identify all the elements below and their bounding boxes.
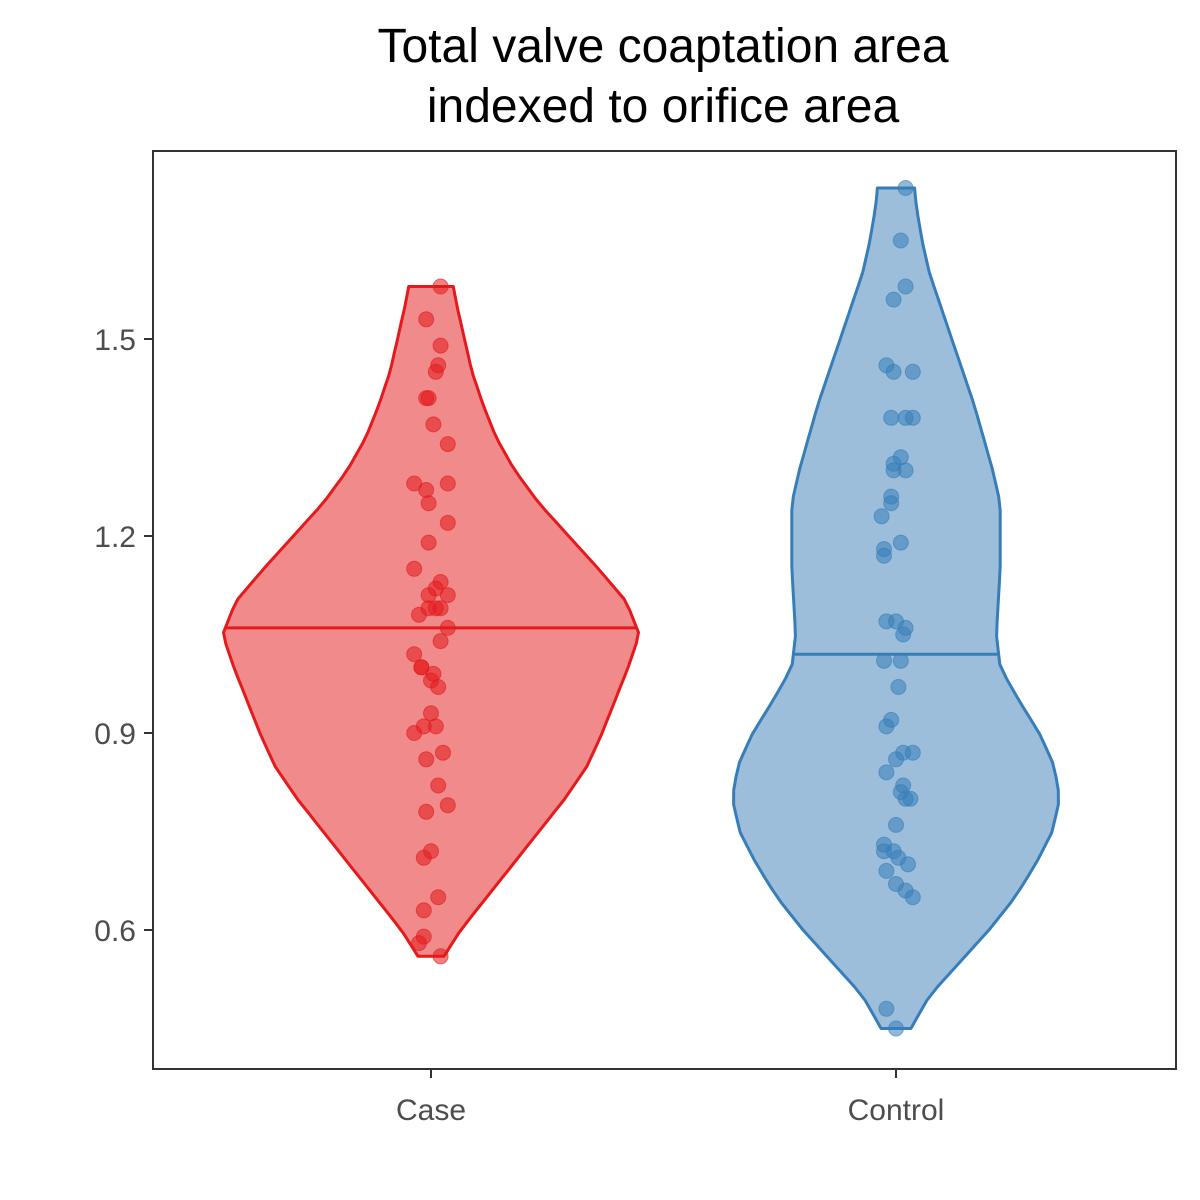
data-point-case <box>427 600 444 617</box>
chart-title: Total valve coaptation area indexed to o… <box>377 20 948 133</box>
data-point-control <box>904 409 921 426</box>
data-point-case <box>432 337 449 354</box>
y-tick-label: 1.5 <box>94 324 136 357</box>
data-point-control <box>878 718 895 735</box>
plot-panel-border <box>152 150 1177 1070</box>
data-point-case <box>415 849 432 866</box>
data-point-control <box>904 363 921 380</box>
y-tick-label: 0.9 <box>94 718 136 751</box>
data-point-case <box>411 935 427 952</box>
data-point-case <box>439 514 456 531</box>
chart-title-line-2: indexed to orifice area <box>427 80 900 133</box>
data-point-case <box>406 560 423 577</box>
jitter-points-layer <box>406 180 921 1037</box>
data-point-control <box>885 291 902 308</box>
data-point-control <box>883 409 900 426</box>
data-point-control <box>878 1000 895 1017</box>
data-point-control <box>888 816 904 833</box>
chart-title-line-1: Total valve coaptation area <box>377 20 948 73</box>
x-tick-label-control: Control <box>848 1094 945 1127</box>
data-point-control <box>897 790 914 807</box>
data-point-case <box>432 278 449 295</box>
data-point-case <box>418 803 435 820</box>
data-point-control <box>876 547 892 564</box>
data-point-case <box>406 725 423 741</box>
data-point-case <box>430 679 447 695</box>
data-point-case <box>430 889 447 906</box>
data-point-case <box>425 416 442 433</box>
data-point-case <box>432 633 449 650</box>
median-lines-layer <box>225 626 999 656</box>
data-point-control <box>897 462 914 479</box>
data-point-control <box>892 534 909 551</box>
data-point-case <box>420 534 437 551</box>
data-point-case <box>418 482 435 498</box>
data-point-case <box>427 363 444 380</box>
data-point-case <box>418 751 435 768</box>
data-point-control <box>888 1020 904 1037</box>
data-point-case <box>432 948 449 965</box>
data-point-case <box>439 475 456 492</box>
data-point-case <box>439 587 456 604</box>
data-point-control <box>892 232 909 249</box>
data-point-case <box>435 744 451 761</box>
x-axis: Case Control <box>396 1069 944 1127</box>
data-point-control <box>873 508 890 525</box>
y-tick-label: 0.6 <box>94 915 136 948</box>
data-point-control <box>904 744 921 761</box>
data-point-case <box>439 436 456 453</box>
data-point-control <box>900 856 916 873</box>
data-point-case <box>418 311 435 328</box>
data-point-case <box>439 797 456 814</box>
data-point-control <box>890 679 907 695</box>
data-point-control <box>897 278 914 295</box>
violin-layer <box>222 186 1060 1030</box>
data-point-control <box>883 488 900 505</box>
data-point-control <box>895 626 912 643</box>
data-point-control <box>897 180 914 196</box>
data-point-control <box>904 889 921 906</box>
y-tick-label: 1.2 <box>94 521 136 554</box>
violin-case <box>222 285 640 958</box>
data-point-case <box>418 390 435 407</box>
data-point-control <box>885 363 902 380</box>
data-point-case <box>430 777 447 794</box>
y-axis: 0.6 0.9 1.2 1.5 <box>94 324 153 948</box>
data-point-case <box>406 646 423 663</box>
data-point-case <box>411 606 427 623</box>
data-point-control <box>878 862 895 879</box>
x-tick-label-case: Case <box>396 1094 466 1127</box>
violin-control <box>732 186 1060 1030</box>
data-point-case <box>415 902 432 919</box>
data-point-control <box>878 764 895 781</box>
data-point-case <box>420 495 437 512</box>
